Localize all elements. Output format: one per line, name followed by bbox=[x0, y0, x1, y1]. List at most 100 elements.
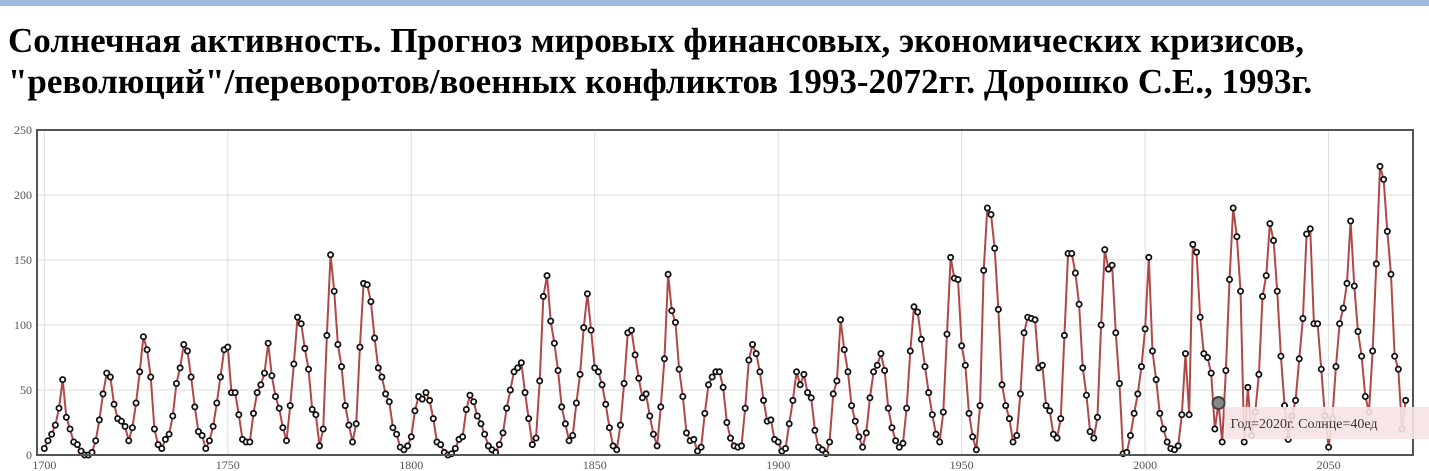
data-point bbox=[1211, 425, 1219, 433]
data-point bbox=[767, 416, 775, 424]
data-point bbox=[308, 405, 316, 413]
data-point bbox=[1126, 431, 1134, 439]
data-point bbox=[286, 402, 294, 410]
data-point bbox=[459, 433, 467, 441]
data-point bbox=[826, 438, 834, 446]
data-point bbox=[305, 365, 313, 373]
data-point bbox=[125, 437, 133, 445]
data-point bbox=[319, 425, 327, 433]
data-point bbox=[451, 444, 459, 452]
data-point bbox=[272, 392, 280, 400]
data-point bbox=[837, 316, 845, 324]
data-point bbox=[1049, 430, 1057, 438]
data-point bbox=[499, 429, 507, 437]
data-point bbox=[859, 443, 867, 451]
data-point bbox=[1339, 304, 1347, 312]
x-tick-label: 1950 bbox=[950, 458, 974, 471]
data-point bbox=[958, 342, 966, 350]
data-point bbox=[136, 368, 144, 376]
data-point bbox=[580, 324, 588, 332]
data-point bbox=[653, 442, 661, 450]
data-point bbox=[947, 253, 955, 261]
data-point bbox=[844, 368, 852, 376]
data-point bbox=[378, 373, 386, 381]
data-point bbox=[1314, 320, 1322, 328]
data-point bbox=[1104, 265, 1112, 273]
data-point bbox=[312, 411, 320, 419]
data-point bbox=[517, 359, 525, 367]
data-point bbox=[723, 418, 731, 426]
data-point bbox=[1020, 329, 1028, 337]
data-point bbox=[928, 411, 936, 419]
data-point bbox=[1222, 366, 1230, 374]
data-point bbox=[906, 347, 914, 355]
y-tick-label: 250 bbox=[14, 123, 32, 137]
data-point bbox=[789, 396, 797, 404]
data-point bbox=[466, 391, 474, 399]
data-point bbox=[1163, 438, 1171, 446]
data-point bbox=[1402, 396, 1410, 404]
data-point bbox=[796, 381, 804, 389]
data-point bbox=[55, 404, 63, 412]
data-point bbox=[1075, 300, 1083, 308]
data-point bbox=[701, 409, 709, 417]
data-point bbox=[139, 333, 147, 341]
data-point bbox=[77, 447, 85, 455]
data-point bbox=[609, 442, 617, 450]
data-line bbox=[43, 166, 1407, 457]
data-point bbox=[400, 446, 408, 454]
data-point bbox=[422, 389, 430, 397]
data-point bbox=[1383, 227, 1391, 235]
data-point bbox=[1145, 253, 1153, 261]
data-point bbox=[128, 424, 136, 432]
data-point bbox=[1376, 162, 1384, 170]
data-point bbox=[561, 420, 569, 428]
data-point bbox=[943, 330, 951, 338]
data-point bbox=[264, 339, 272, 347]
data-point bbox=[1380, 175, 1388, 183]
data-point bbox=[294, 313, 302, 321]
data-point bbox=[341, 402, 349, 410]
data-point bbox=[774, 438, 782, 446]
data-point bbox=[877, 350, 885, 358]
data-point bbox=[994, 305, 1002, 313]
y-tick-label: 200 bbox=[14, 188, 32, 202]
data-point bbox=[1200, 350, 1208, 358]
data-point bbox=[1317, 365, 1325, 373]
data-point bbox=[1082, 391, 1090, 399]
data-point bbox=[187, 373, 195, 381]
data-point bbox=[1292, 396, 1300, 404]
data-point bbox=[1229, 204, 1237, 212]
data-point bbox=[279, 424, 287, 432]
data-point bbox=[1306, 225, 1314, 233]
data-point bbox=[257, 381, 265, 389]
data-point bbox=[1148, 347, 1156, 355]
data-point bbox=[66, 425, 74, 433]
data-point bbox=[1108, 261, 1116, 269]
data-point bbox=[514, 364, 522, 372]
data-point bbox=[143, 346, 151, 354]
data-point bbox=[939, 408, 947, 416]
data-point bbox=[62, 413, 70, 421]
data-point bbox=[881, 366, 889, 374]
data-point bbox=[554, 366, 562, 374]
y-tick-label: 150 bbox=[14, 253, 32, 267]
data-point bbox=[576, 370, 584, 378]
data-point bbox=[1277, 352, 1285, 360]
data-point bbox=[176, 364, 184, 372]
data-point bbox=[1372, 260, 1380, 268]
data-point bbox=[840, 346, 848, 354]
data-point bbox=[693, 447, 701, 455]
data-point bbox=[1060, 331, 1068, 339]
data-point bbox=[260, 369, 268, 377]
data-point bbox=[1347, 217, 1355, 225]
data-point bbox=[198, 431, 206, 439]
x-tick-label: 1700 bbox=[32, 458, 56, 471]
data-point bbox=[870, 368, 878, 376]
data-point bbox=[418, 395, 426, 403]
data-point bbox=[587, 326, 595, 334]
data-point bbox=[525, 415, 533, 423]
data-point bbox=[760, 396, 768, 404]
data-point bbox=[638, 394, 646, 402]
data-point bbox=[1343, 279, 1351, 287]
